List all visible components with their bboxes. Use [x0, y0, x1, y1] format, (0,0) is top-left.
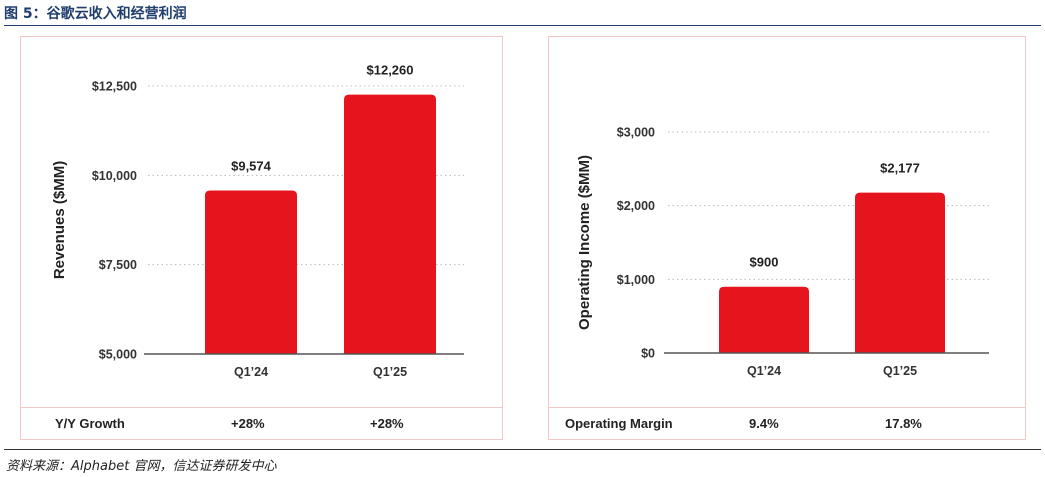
title-rule: [4, 25, 1041, 26]
footer-value-q125: +28%: [370, 416, 404, 431]
revenue-chart: $5,000 $7,500 $10,000 $12,500 $9,574 Q1’24 $12…: [51, 63, 464, 379]
footer-label: Operating Margin: [565, 416, 673, 431]
x-tick-label: Q1’24: [747, 364, 781, 378]
bar-q125: [344, 94, 436, 355]
data-label: $900: [750, 255, 779, 270]
footer-value-q124: 9.4%: [749, 416, 779, 431]
y-tick-label: $1,000: [617, 273, 655, 287]
y-tick-label: $3,000: [617, 126, 655, 140]
footer-value-q124: +28%: [231, 416, 265, 431]
data-label: $12,260: [367, 63, 414, 78]
footer-label: Y/Y Growth: [55, 416, 125, 431]
x-tick-label: Q1’25: [883, 364, 917, 378]
operating-footer-row: Operating Margin 9.4% 17.8%: [549, 407, 1025, 439]
data-label: $9,574: [231, 159, 272, 174]
operating-income-chart: $0 $1,000 $2,000 $3,000 $900 Q1’24 $2,177 Q1’25…: [576, 126, 989, 378]
footer-value-q125: 17.8%: [885, 416, 922, 431]
data-label: $2,177: [880, 161, 920, 176]
y-tick-label: $7,500: [99, 258, 137, 272]
operating-income-chart-panel: $0 $1,000 $2,000 $3,000 $900 Q1’24 $2,177 Q1’25…: [548, 36, 1026, 440]
bar-q124: [719, 286, 809, 353]
bar-q125: [855, 192, 945, 353]
y-tick-label: $5,000: [99, 348, 137, 362]
x-tick-label: Q1’25: [373, 365, 407, 379]
y-tick-label: $12,500: [92, 80, 137, 94]
y-tick-label: $0: [641, 347, 655, 361]
y-axis-label: Operating Income ($MM): [576, 155, 593, 330]
x-tick-label: Q1’24: [234, 365, 268, 379]
bar-q124: [205, 190, 297, 354]
source-note: 资料来源：Alphabet 官网，信达证券研发中心: [6, 459, 277, 474]
y-tick-label: $2,000: [617, 199, 655, 213]
y-axis-label: Revenues ($MM): [51, 161, 68, 279]
revenue-footer-row: Y/Y Growth +28% +28%: [21, 407, 502, 439]
y-tick-label: $10,000: [92, 169, 137, 183]
source-rule: [4, 449, 1041, 450]
revenue-chart-panel: $5,000 $7,500 $10,000 $12,500 $9,574 Q1’24 $12…: [20, 36, 503, 440]
figure-title: 图 5：谷歌云收入和经营利润: [4, 6, 187, 22]
